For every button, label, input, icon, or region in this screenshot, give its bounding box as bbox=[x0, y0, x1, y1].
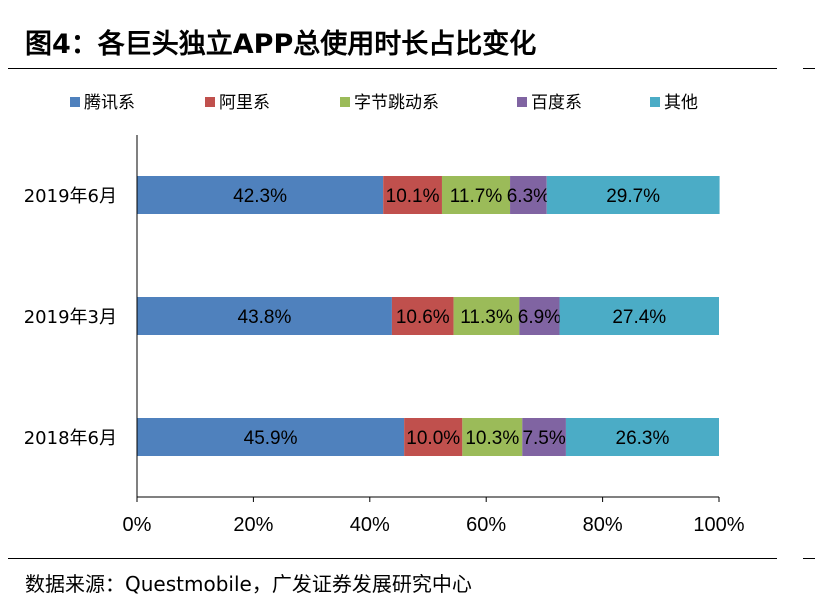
bars-layer: 42.3% 10.1% 11.7% 6.3% 29.7% 43.8% 10.6% 11.3% 6… bbox=[137, 176, 720, 456]
axes-layer: 2019年6月 2019年3月 2018年6月 0% 20% 40% 60% 80% 100% bbox=[24, 135, 745, 536]
bar-segment-2-0 bbox=[137, 418, 405, 456]
legend-label-1: 阿里系 bbox=[219, 93, 270, 113]
data-label-2-1: 10.0% bbox=[406, 428, 460, 449]
bottom-rule-fragment bbox=[803, 558, 815, 559]
bar-segment-1-3 bbox=[519, 297, 560, 335]
data-label-2-0: 45.9% bbox=[244, 428, 298, 449]
bar-segment-1-4 bbox=[559, 297, 719, 335]
data-label-0-1: 10.1% bbox=[386, 186, 440, 207]
x-tick-label-4: 80% bbox=[583, 514, 623, 536]
bar-segment-1-0 bbox=[137, 297, 392, 335]
bar-segment-0-1 bbox=[383, 176, 442, 214]
legend-label-0: 腾讯系 bbox=[84, 93, 135, 113]
data-label-0-4: 29.7% bbox=[606, 186, 660, 207]
bar-segment-2-3 bbox=[522, 418, 566, 456]
bottom-rule bbox=[8, 558, 777, 559]
legend-swatch-0 bbox=[70, 97, 80, 107]
bar-segment-0-2 bbox=[441, 176, 511, 214]
data-label-2-4: 26.3% bbox=[616, 428, 670, 449]
source-note: 数据来源：Questmobile，广发证券发展研究中心 bbox=[25, 572, 472, 596]
legend-label-2: 字节跳动系 bbox=[354, 93, 439, 113]
x-tick-label-5: 100% bbox=[693, 514, 744, 536]
legend: 腾讯系 阿里系 字节跳动系 百度系 其他 bbox=[70, 93, 698, 113]
data-label-1-3: 6.9% bbox=[518, 307, 561, 328]
bar-segment-1-2 bbox=[453, 297, 520, 335]
legend-swatch-4 bbox=[650, 97, 660, 107]
bar-segment-1-1 bbox=[391, 297, 454, 335]
bar-segment-0-3 bbox=[510, 176, 547, 214]
x-tick-label-1: 20% bbox=[233, 514, 273, 536]
category-label-1: 2019年3月 bbox=[24, 307, 117, 328]
chart-title: 图4：各巨头独立APP总使用时长占比变化 bbox=[25, 29, 537, 60]
data-label-1-4: 27.4% bbox=[612, 307, 666, 328]
data-label-0-3: 6.3% bbox=[507, 186, 550, 207]
data-label-2-2: 10.3% bbox=[465, 428, 519, 449]
legend-swatch-1 bbox=[205, 97, 215, 107]
legend-swatch-2 bbox=[340, 97, 350, 107]
legend-label-4: 其他 bbox=[664, 93, 698, 113]
top-rule bbox=[8, 68, 777, 69]
x-tick-label-2: 40% bbox=[350, 514, 390, 536]
bar-segment-2-2 bbox=[462, 418, 523, 456]
top-rule-fragment bbox=[803, 68, 815, 69]
category-label-2: 2018年6月 bbox=[24, 428, 117, 449]
data-label-1-1: 10.6% bbox=[396, 307, 450, 328]
bar-segment-2-1 bbox=[404, 418, 463, 456]
data-label-0-0: 42.3% bbox=[233, 186, 287, 207]
x-tick-label-3: 60% bbox=[466, 514, 506, 536]
x-tick-label-0: 0% bbox=[123, 514, 152, 536]
data-label-1-0: 43.8% bbox=[238, 307, 292, 328]
bar-segment-0-4 bbox=[546, 176, 720, 214]
data-label-1-2: 11.3% bbox=[460, 307, 513, 328]
bar-segment-2-4 bbox=[565, 418, 719, 456]
bar-segment-0-0 bbox=[137, 176, 384, 214]
legend-label-3: 百度系 bbox=[531, 93, 582, 113]
data-label-0-2: 11.7% bbox=[450, 186, 503, 207]
category-label-0: 2019年6月 bbox=[24, 186, 117, 207]
data-label-2-3: 7.5% bbox=[522, 428, 565, 449]
legend-swatch-3 bbox=[517, 97, 527, 107]
